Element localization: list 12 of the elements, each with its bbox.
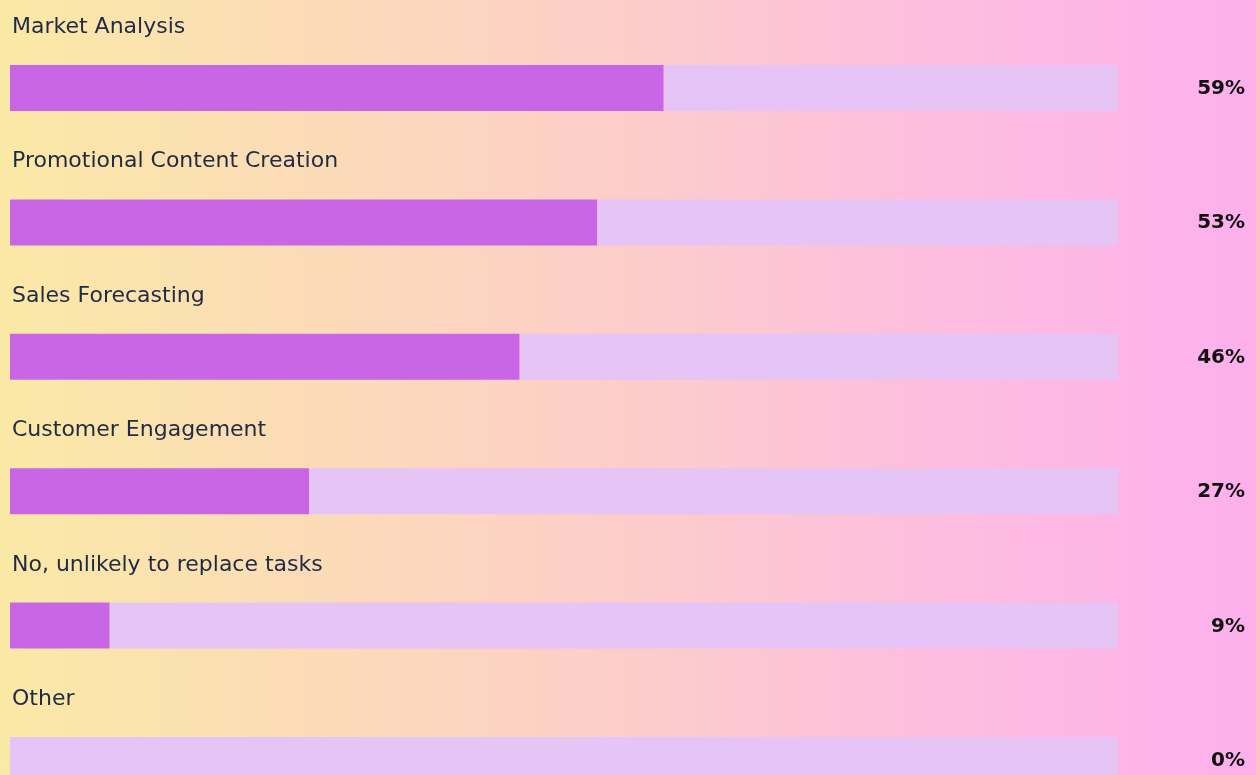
y-tick-label: No, unlikely to replace tasks [12,550,323,576]
y-tick-label: Customer Engagement [12,416,267,442]
data-label: 27% [1197,478,1245,503]
data-label: 53% [1197,209,1245,234]
data-label: 46% [1197,343,1245,368]
data-label: 59% [1197,75,1245,99]
y-tick-label: Promotional Content Creation [12,147,339,173]
data-label: 9% [1211,612,1245,637]
y-tick-label: Sales Forecasting [12,281,205,307]
data-label: 0% [1211,747,1245,771]
y-tick-label: Other [12,685,76,710]
y-tick-label: Market Analysis [12,13,186,38]
